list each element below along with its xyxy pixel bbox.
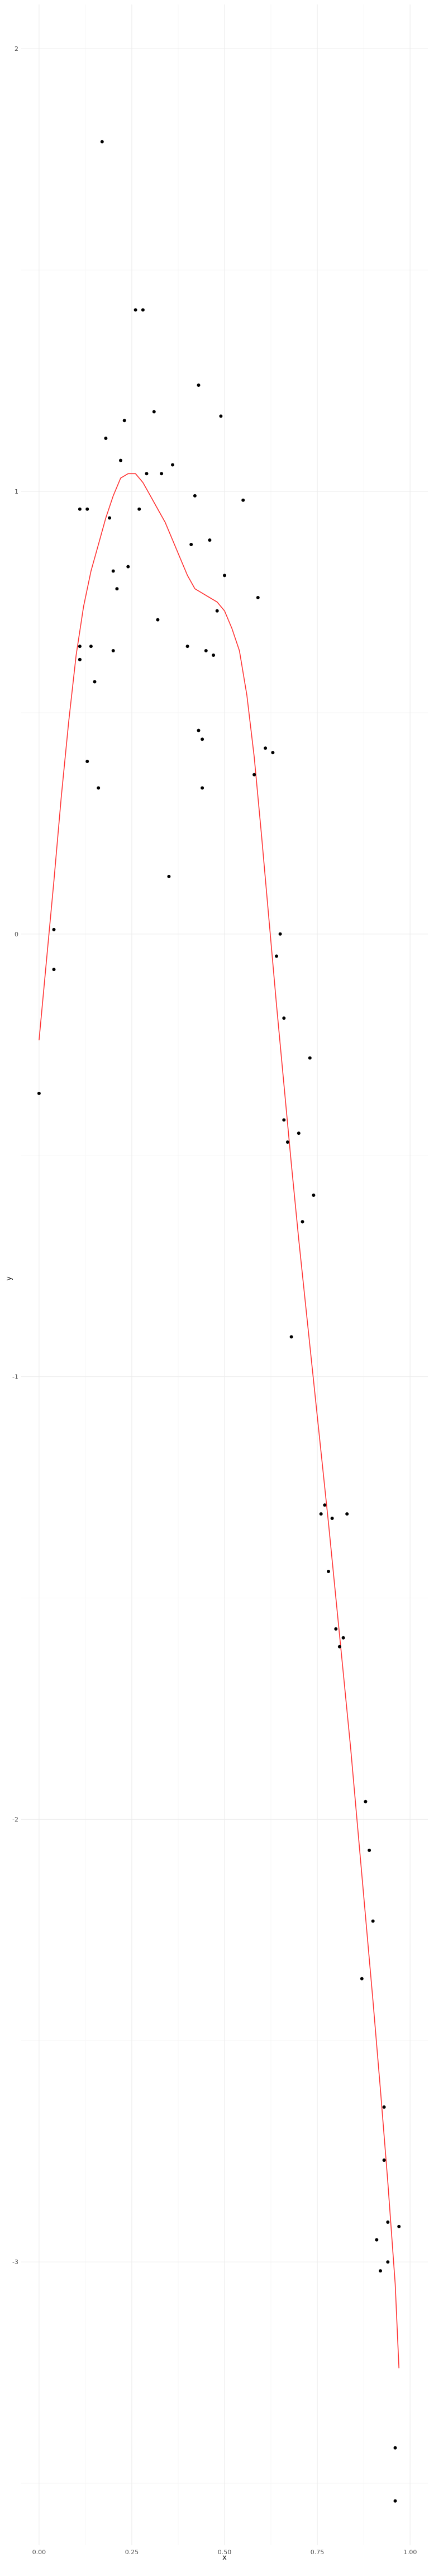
data-point (382, 2158, 386, 2162)
data-point (308, 1056, 312, 1060)
data-point (115, 587, 119, 591)
data-point (108, 516, 112, 520)
data-point (223, 574, 226, 577)
points-layer (37, 140, 401, 2503)
data-point (156, 618, 160, 622)
data-point (201, 786, 204, 790)
x-tick-label: 0.75 (311, 2549, 325, 2556)
data-point (341, 1636, 345, 1640)
data-point (193, 494, 197, 498)
data-point (97, 786, 101, 790)
data-point (37, 1091, 41, 1095)
data-point (386, 2260, 390, 2264)
data-point (152, 410, 156, 414)
data-point (122, 419, 126, 423)
x-axis-title: x (222, 2554, 227, 2562)
data-point (285, 1140, 289, 1144)
data-point (241, 498, 245, 502)
data-point (201, 737, 204, 741)
data-point (137, 507, 141, 511)
data-point (264, 746, 268, 750)
data-point (197, 383, 201, 387)
data-point (319, 1512, 323, 1516)
data-point (301, 1220, 304, 1224)
data-point (323, 1503, 327, 1507)
data-point (85, 507, 89, 511)
y-tick-label: 1 (15, 488, 18, 495)
y-tick-label: -3 (12, 2258, 18, 2266)
data-point (197, 728, 201, 732)
data-point (337, 1645, 341, 1649)
data-point (119, 458, 122, 462)
data-point (368, 1848, 371, 1852)
data-point (126, 565, 130, 569)
data-point (160, 472, 164, 476)
data-point (375, 2238, 379, 2242)
y-axis-title: y (5, 1276, 13, 1281)
data-point (252, 773, 256, 776)
data-point (386, 2220, 390, 2224)
data-point (111, 649, 115, 652)
data-point (275, 954, 278, 958)
y-tick-label: -1 (12, 1374, 18, 1381)
data-point (393, 2499, 397, 2503)
data-point (256, 596, 260, 599)
y-tick-label: 0 (15, 931, 18, 938)
y-tick-label: -2 (12, 1816, 18, 1823)
data-point (278, 932, 282, 936)
data-point (78, 507, 82, 511)
data-point (271, 751, 275, 755)
data-point (134, 308, 137, 312)
data-point (78, 645, 82, 648)
data-point (219, 414, 223, 418)
data-point (397, 2224, 401, 2228)
data-point (393, 2446, 397, 2450)
data-point (371, 1919, 375, 1923)
smooth-line (39, 473, 399, 2369)
y-tick-labels: -3 -2 -1 0 1 2 (12, 45, 18, 2266)
data-point (141, 308, 145, 312)
data-point (104, 437, 108, 440)
data-point (93, 680, 97, 684)
data-point (167, 874, 171, 878)
grid-major (21, 4, 428, 2545)
x-tick-label: 0.25 (125, 2549, 139, 2556)
x-tick-label: 0.00 (32, 2549, 46, 2556)
data-point (312, 1194, 316, 1197)
data-point (78, 657, 82, 661)
data-point (204, 649, 208, 652)
data-point (89, 645, 93, 648)
data-point (52, 927, 56, 931)
data-point (379, 2269, 382, 2273)
data-point (282, 1016, 286, 1020)
data-point (334, 1627, 338, 1631)
data-point (360, 1977, 364, 1981)
x-tick-labels: 0.00 0.25 0.50 0.75 1.00 (32, 2549, 417, 2556)
data-point (189, 543, 193, 546)
y-tick-label: 2 (15, 45, 18, 53)
data-point (171, 463, 174, 467)
data-point (297, 1131, 301, 1135)
data-point (100, 140, 104, 144)
data-point (85, 760, 89, 763)
data-point (208, 538, 212, 542)
x-tick-label: 1.00 (403, 2549, 417, 2556)
data-point (111, 569, 115, 573)
data-point (145, 472, 149, 476)
data-point (330, 1517, 334, 1520)
data-point (185, 645, 189, 648)
data-point (212, 654, 216, 657)
data-point (215, 609, 219, 613)
data-point (282, 1118, 286, 1122)
data-point (382, 2105, 386, 2109)
data-point (327, 1570, 330, 1573)
data-point (289, 1335, 293, 1339)
x-tick-label: 0.50 (218, 2549, 232, 2556)
data-point (52, 968, 56, 972)
data-point (364, 1800, 368, 1803)
data-point (345, 1512, 349, 1516)
